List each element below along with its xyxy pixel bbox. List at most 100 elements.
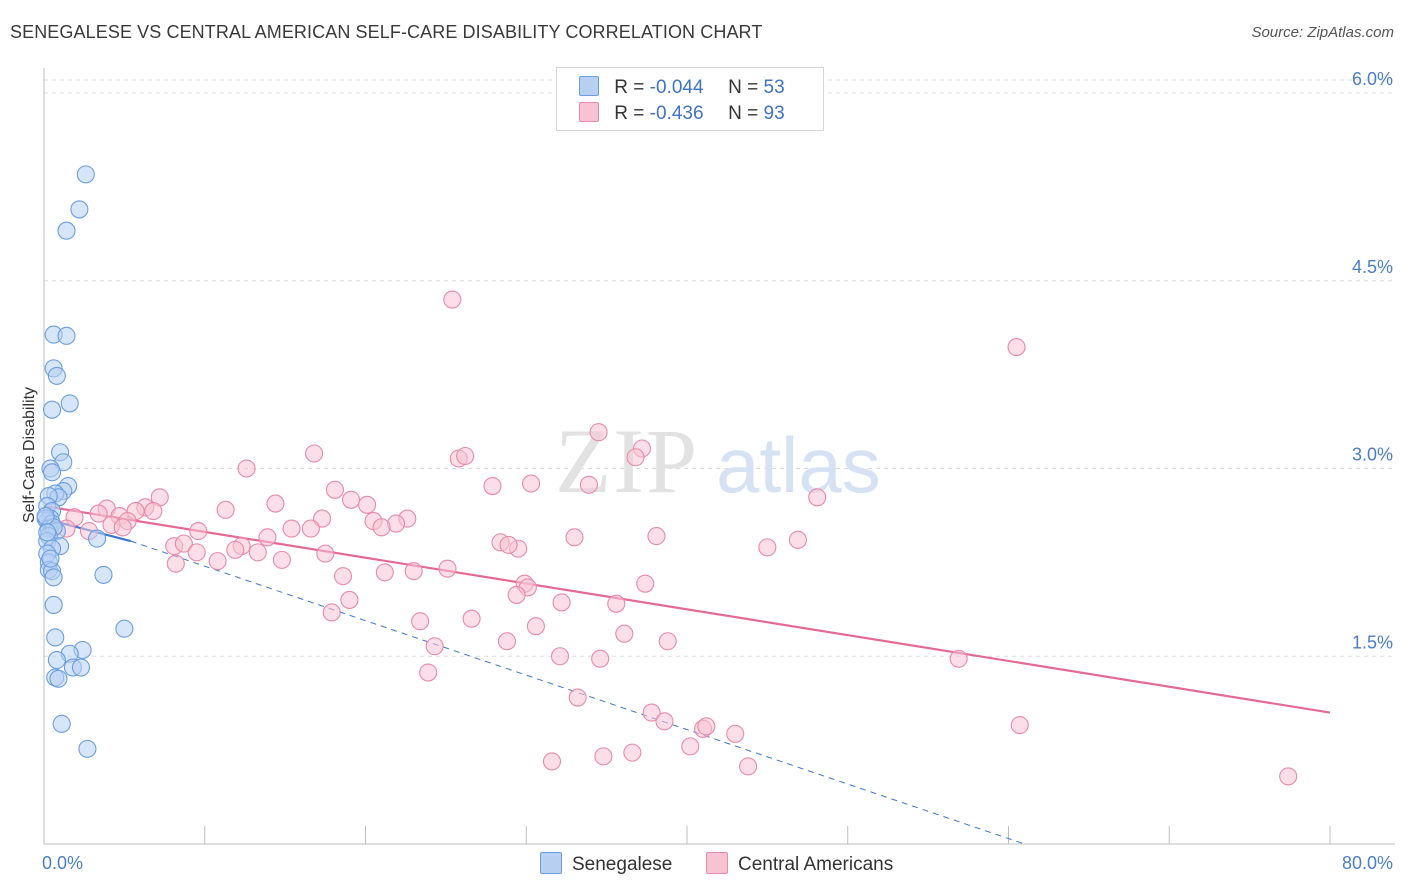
point-senegalese [41,549,60,568]
bottom-legend-swatch-senegalese [540,852,562,874]
point-senegalese [47,650,66,670]
point-central-americans [316,544,335,563]
point-central-americans [216,500,235,519]
y-tick-label: 6.0% [1352,69,1393,89]
chart-source: Source: ZipAtlas.com [1251,24,1394,41]
watermark: ZIP atlas [555,410,881,512]
point-central-americans [404,562,423,581]
point-central-americans [788,530,807,549]
watermark-zip: ZIP [555,410,699,512]
point-central-americans [272,550,291,569]
legend-swatch-central [579,102,599,122]
point-senegalese [49,669,68,688]
point-central-americans [462,609,481,628]
legend-row-central: R = -0.436 N = 93 [579,102,785,128]
point-central-americans [189,522,208,541]
point-central-americans [1279,767,1298,786]
point-senegalese [115,619,134,638]
point-central-americans [258,528,277,547]
point-central-americans [636,574,655,593]
point-central-americans [144,502,163,521]
point-senegalese [60,394,79,413]
point-central-americans [340,590,359,609]
point-senegalese [57,221,76,240]
axes: 1.5% 3.0% 4.5% 6.0% 0.0% 80.0% [42,68,1395,873]
point-central-americans [419,663,438,682]
point-central-americans [208,552,227,571]
point-senegalese [44,568,63,587]
point-central-americans [568,688,587,707]
point-central-americans [579,475,598,494]
x-tick-label-start: 0.0% [42,853,83,873]
point-senegalese [44,595,63,614]
point-senegalese [42,400,62,419]
legend-n-label: N = [728,103,759,124]
point-central-americans [301,519,320,538]
point-central-americans [483,476,502,496]
point-central-americans [542,752,562,771]
bottom-legend-senegalese: Senegalese [540,852,672,876]
point-central-americans [697,717,716,736]
y-tick-label: 1.5% [1352,632,1393,652]
point-central-americans [226,540,245,559]
point-central-americans [615,624,634,643]
legend-r-label: R = [614,103,645,124]
point-central-americans [443,290,462,309]
point-central-americans [550,647,570,666]
point-central-americans [739,757,758,776]
point-central-americans [174,534,193,553]
legend-n-value: 53 [763,77,785,98]
legend-row-senegalese: R = -0.044 N = 53 [579,76,785,102]
legend-swatch-senegalese [579,76,599,96]
point-central-americans [166,554,185,573]
point-central-americans [89,504,108,523]
point-central-americans [507,585,526,604]
legend-n-label: N = [728,77,759,98]
data-points [36,165,1298,786]
point-central-americans [758,538,777,557]
point-central-americans [591,649,610,668]
bottom-legend-label: Senegalese [572,854,673,875]
point-central-americans [497,632,517,651]
point-central-americans [626,448,645,467]
point-senegalese [70,200,89,219]
bottom-legend-label: Central Americans [738,854,894,875]
point-central-americans [113,518,132,537]
legend-n-value: 93 [763,103,785,124]
y-axis-label: Self-Care Disability [21,387,38,523]
point-central-americans [526,617,545,636]
bottom-legend-central: Central Americans [706,852,893,876]
point-central-americans [375,563,394,582]
point-central-americans [642,703,661,722]
point-central-americans [456,446,475,466]
point-senegalese [47,366,66,385]
point-central-americans [1007,338,1026,357]
point-senegalese [46,628,65,647]
trend-central-americans [43,504,1331,714]
point-central-americans [425,637,444,656]
point-central-americans [341,490,361,509]
point-central-americans [681,737,700,756]
point-senegalese [71,658,91,677]
point-central-americans [647,527,666,546]
point-central-americans [248,543,267,562]
point-senegalese [36,507,55,526]
point-central-americans [372,518,391,537]
y-tick-label: 3.0% [1352,445,1393,465]
point-central-americans [1010,716,1029,735]
legend-r-value: -0.044 [649,77,704,98]
point-central-americans [333,567,353,586]
point-central-americans [808,488,827,507]
point-senegalese [94,565,113,584]
point-senegalese [57,326,76,345]
point-central-americans [438,559,457,578]
point-central-americans [552,593,571,612]
point-senegalese [87,529,107,548]
point-central-americans [499,535,518,554]
point-central-americans [313,509,332,528]
point-central-americans [305,444,324,463]
point-central-americans [325,480,345,499]
point-central-americans [322,603,341,622]
watermark-atlas: atlas [716,421,881,509]
point-central-americans [949,649,968,668]
